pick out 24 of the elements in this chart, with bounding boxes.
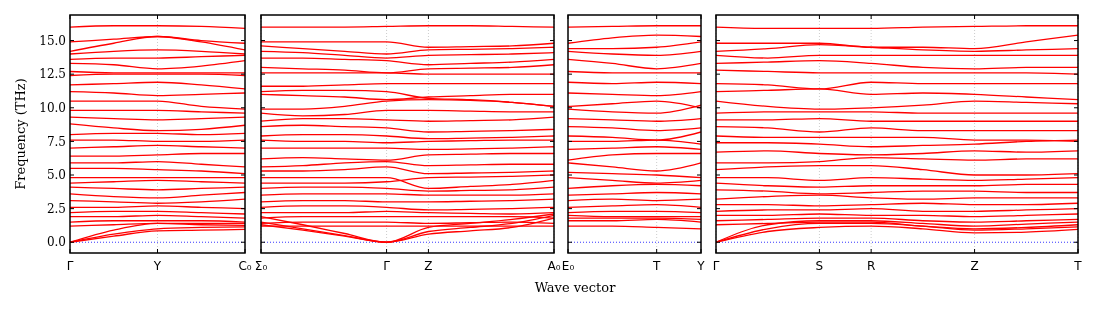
y-tick-label: 5.0 (46, 168, 66, 183)
x-tick-label: A₀ (547, 259, 561, 273)
y-tick-label: 12.5 (39, 67, 66, 82)
x-tick-label: Z (970, 259, 979, 273)
x-tick-label: Z (424, 259, 433, 273)
x-tick-label: R (866, 259, 876, 273)
x-tick-label: Σ₀ (254, 259, 268, 273)
x-tick-label: Y (152, 259, 162, 273)
y-tick-label: 15.0 (39, 33, 66, 48)
y-tick-label: 7.5 (46, 134, 66, 149)
y-tick-label: 0.0 (46, 235, 66, 250)
y-axis-title: Frequency (THz) (13, 78, 28, 190)
x-tick-label: Γ (712, 259, 720, 273)
x-tick-label: Γ (383, 259, 391, 273)
x-tick-label: Y (696, 259, 706, 273)
x-tick-label: Γ (66, 259, 74, 273)
x-tick-label: C₀ (238, 259, 252, 273)
x-tick-label: S (815, 259, 824, 273)
x-tick-label: E₀ (561, 259, 575, 273)
x-axis-title: Wave vector (534, 280, 617, 295)
x-tick-label: T (1073, 259, 1083, 273)
y-tick-label: 10.0 (39, 100, 66, 115)
y-tick-label: 2.5 (46, 201, 66, 216)
x-tick-label: T (651, 259, 661, 273)
